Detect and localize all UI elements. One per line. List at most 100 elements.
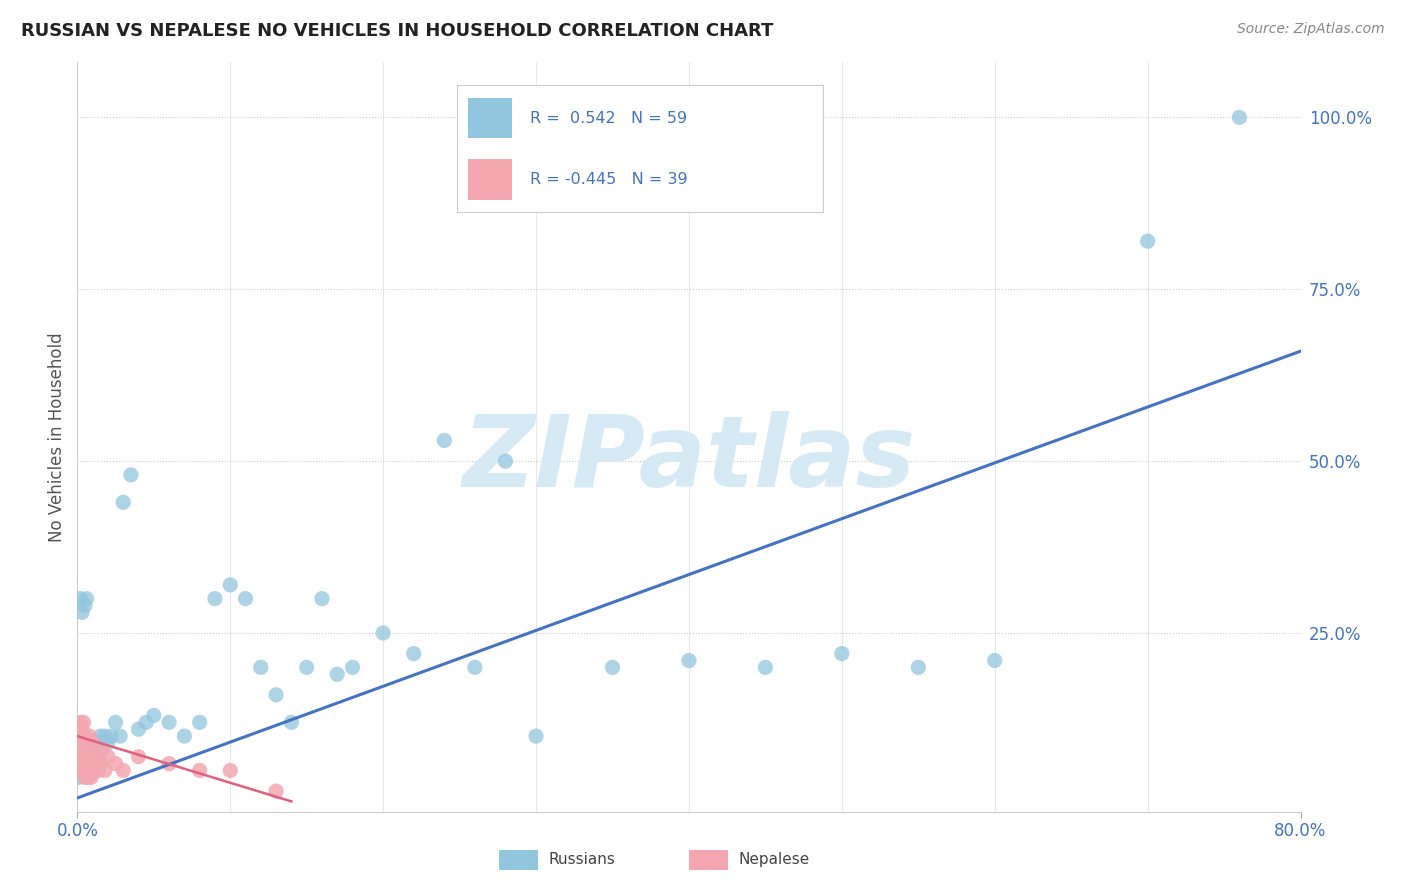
Point xyxy=(402,647,425,661)
Point xyxy=(280,715,302,730)
Point xyxy=(80,749,103,764)
Point xyxy=(127,723,149,737)
Point xyxy=(69,715,91,730)
Point xyxy=(87,764,110,778)
Point xyxy=(89,756,111,771)
Point xyxy=(112,495,135,509)
Point xyxy=(86,736,108,750)
Point xyxy=(219,578,242,592)
Point xyxy=(69,591,91,606)
Point xyxy=(104,715,127,730)
Point xyxy=(76,736,98,750)
Point xyxy=(371,626,394,640)
Point xyxy=(464,660,486,674)
Point xyxy=(70,764,93,778)
Text: Russians: Russians xyxy=(548,853,616,867)
Point xyxy=(77,749,100,764)
Point xyxy=(82,736,104,750)
Point xyxy=(73,770,96,784)
Point xyxy=(82,736,104,750)
Point xyxy=(80,743,103,757)
Point xyxy=(264,688,287,702)
Point xyxy=(83,764,105,778)
Point xyxy=(495,454,517,468)
FancyBboxPatch shape xyxy=(468,159,512,200)
Point xyxy=(79,756,101,771)
Point xyxy=(69,736,91,750)
Point xyxy=(326,667,349,681)
Point xyxy=(89,729,111,743)
Point xyxy=(77,743,100,757)
Point xyxy=(104,756,127,771)
Point xyxy=(342,660,364,674)
Point xyxy=(157,756,180,771)
Point xyxy=(907,660,929,674)
Point xyxy=(73,599,96,613)
Point xyxy=(84,756,107,771)
Point xyxy=(82,764,104,778)
Point xyxy=(72,715,94,730)
Point xyxy=(76,591,98,606)
Point xyxy=(67,764,90,778)
Point xyxy=(94,764,117,778)
Point xyxy=(97,749,120,764)
Point xyxy=(70,723,93,737)
Point xyxy=(204,591,226,606)
Point xyxy=(100,729,122,743)
Point xyxy=(87,743,110,757)
Point xyxy=(73,749,96,764)
Point xyxy=(311,591,333,606)
Point xyxy=(433,434,456,448)
Point xyxy=(76,764,98,778)
Text: R =  0.542   N = 59: R = 0.542 N = 59 xyxy=(530,111,688,126)
Point xyxy=(112,764,135,778)
Point xyxy=(250,660,273,674)
Point xyxy=(188,764,211,778)
Point xyxy=(120,467,142,482)
Text: Source: ZipAtlas.com: Source: ZipAtlas.com xyxy=(1237,22,1385,37)
Point xyxy=(94,729,117,743)
Point xyxy=(73,729,96,743)
Point xyxy=(86,749,108,764)
Point xyxy=(77,743,100,757)
Point xyxy=(70,743,93,757)
Point xyxy=(1229,111,1251,125)
Point xyxy=(188,715,211,730)
Point xyxy=(754,660,776,674)
Point xyxy=(142,708,165,723)
Point xyxy=(67,743,90,757)
Point xyxy=(69,756,91,771)
Point xyxy=(77,770,100,784)
Point xyxy=(831,647,853,661)
Point xyxy=(524,729,547,743)
Point xyxy=(264,784,287,798)
Point xyxy=(90,736,112,750)
Text: R = -0.445   N = 39: R = -0.445 N = 39 xyxy=(530,171,688,186)
Point xyxy=(67,770,90,784)
Point xyxy=(73,749,96,764)
Point xyxy=(90,743,112,757)
Point xyxy=(72,756,94,771)
Point xyxy=(984,653,1007,667)
Point xyxy=(678,653,700,667)
Point xyxy=(79,749,101,764)
Point xyxy=(80,770,103,784)
Point xyxy=(235,591,257,606)
Y-axis label: No Vehicles in Household: No Vehicles in Household xyxy=(48,332,66,542)
Point xyxy=(127,749,149,764)
Point xyxy=(219,764,242,778)
Point xyxy=(70,606,93,620)
Point xyxy=(84,749,107,764)
Point xyxy=(173,729,195,743)
Point xyxy=(157,715,180,730)
Point xyxy=(72,756,94,771)
Point xyxy=(72,756,94,771)
Point xyxy=(295,660,318,674)
Point xyxy=(79,729,101,743)
Point xyxy=(602,660,624,674)
Point xyxy=(83,743,105,757)
Point xyxy=(70,743,93,757)
Point xyxy=(69,749,91,764)
Point xyxy=(76,743,98,757)
Point xyxy=(108,729,131,743)
